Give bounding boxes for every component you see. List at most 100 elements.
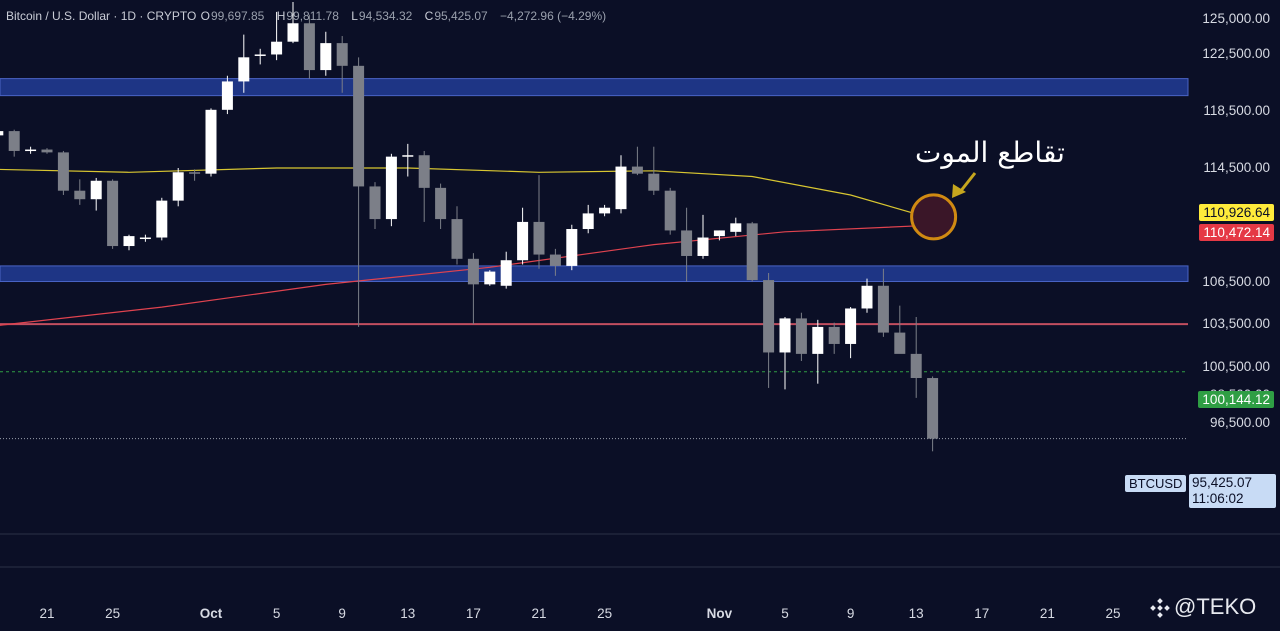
candle[interactable]	[894, 305, 906, 354]
candle[interactable]	[369, 182, 381, 230]
candle[interactable]	[517, 207, 529, 265]
candle-body	[320, 43, 332, 71]
price-tick-label: 114,500.00	[1203, 159, 1270, 175]
candle[interactable]	[467, 253, 479, 325]
time-tick-label: 25	[105, 606, 121, 621]
time-tick-label: 9	[846, 606, 855, 621]
low-label: L	[351, 9, 358, 23]
candle[interactable]	[730, 217, 742, 237]
time-tick-label: 13	[400, 606, 416, 621]
time-tick-label: 21	[1039, 606, 1055, 621]
candle[interactable]	[435, 183, 447, 230]
candle[interactable]	[418, 150, 430, 222]
candle[interactable]	[303, 14, 315, 79]
candle-body	[828, 326, 840, 344]
candle[interactable]	[845, 307, 857, 359]
candle[interactable]	[599, 204, 611, 217]
candle[interactable]	[205, 108, 217, 177]
candle[interactable]	[549, 248, 561, 276]
candle[interactable]	[451, 206, 463, 265]
candle[interactable]	[8, 129, 20, 157]
candle[interactable]	[336, 36, 348, 93]
candle[interactable]	[582, 204, 594, 234]
candle[interactable]	[779, 316, 791, 390]
candle[interactable]	[139, 234, 151, 242]
candle-body	[763, 280, 775, 353]
time-tick-label: 9	[338, 606, 346, 621]
time-tick-label: 5	[781, 606, 789, 621]
candle[interactable]	[664, 187, 676, 235]
candle[interactable]	[353, 57, 365, 327]
candle[interactable]	[713, 230, 725, 241]
candle[interactable]	[0, 128, 4, 145]
time-tick-label: 5	[272, 606, 281, 621]
candle-body	[8, 131, 20, 151]
candle[interactable]	[156, 197, 168, 241]
candle[interactable]	[484, 270, 496, 286]
candle[interactable]	[763, 273, 775, 388]
candle-body	[500, 260, 512, 286]
candle[interactable]	[41, 148, 53, 154]
candle[interactable]	[681, 207, 693, 282]
candle[interactable]	[172, 167, 184, 207]
candle[interactable]	[271, 11, 283, 61]
candle-body	[435, 187, 447, 220]
candle-body	[779, 318, 791, 353]
candle[interactable]	[107, 179, 119, 249]
candle[interactable]	[57, 150, 69, 195]
candle-body	[336, 43, 348, 66]
candle[interactable]	[238, 34, 250, 93]
candle-body	[271, 41, 283, 55]
watermark: @TEKO	[1150, 594, 1256, 620]
time-tick-label: 25	[597, 606, 613, 621]
candle[interactable]	[615, 155, 627, 214]
resistance-zone	[0, 78, 1189, 97]
candle-body	[385, 156, 397, 220]
price-tick-label: 100,500.00	[1202, 358, 1270, 374]
candle[interactable]	[812, 319, 824, 384]
candle-body	[107, 180, 119, 247]
candle-body	[730, 223, 742, 232]
candle-body	[0, 131, 4, 136]
candle[interactable]	[123, 234, 135, 251]
close-label: C	[424, 9, 434, 23]
candle[interactable]	[402, 143, 414, 177]
high-label: H	[276, 9, 286, 23]
candle[interactable]	[566, 224, 578, 271]
candle[interactable]	[74, 179, 86, 205]
candle[interactable]	[648, 146, 660, 195]
candle[interactable]	[795, 312, 807, 361]
death-cross-circle	[910, 193, 958, 241]
candle[interactable]	[320, 31, 332, 76]
candle-body	[582, 213, 594, 230]
candle-body	[139, 237, 151, 240]
candle[interactable]	[90, 177, 102, 211]
candle[interactable]	[221, 75, 233, 115]
symbol-tag: BTCUSD	[1125, 475, 1187, 492]
candle[interactable]	[877, 268, 889, 337]
candle[interactable]	[746, 221, 758, 282]
ohlc-header: Bitcoin / U.S. Dollar · 1D · CRYPTO O99,…	[6, 9, 606, 23]
candle[interactable]	[927, 376, 939, 452]
candle-body	[74, 190, 86, 200]
last-price: 95,425.07	[1192, 475, 1253, 490]
candle[interactable]	[25, 146, 37, 154]
candle[interactable]	[287, 1, 299, 44]
candle[interactable]	[189, 169, 201, 181]
price-tick-label: 118,500.00	[1203, 103, 1270, 119]
close-value: 95,425.07	[434, 9, 488, 23]
death-cross-label: تقاطع الموت	[915, 136, 1065, 169]
candle[interactable]	[385, 153, 397, 227]
candle-body	[25, 149, 37, 152]
candle[interactable]	[828, 322, 840, 354]
candle[interactable]	[254, 48, 266, 65]
candle[interactable]	[861, 278, 873, 313]
candle[interactable]	[697, 214, 709, 259]
candle-body	[189, 172, 201, 174]
candle[interactable]	[500, 251, 512, 289]
candle-body	[254, 54, 266, 56]
candle[interactable]	[533, 175, 545, 269]
candle[interactable]	[910, 316, 922, 398]
candle[interactable]	[631, 146, 643, 176]
